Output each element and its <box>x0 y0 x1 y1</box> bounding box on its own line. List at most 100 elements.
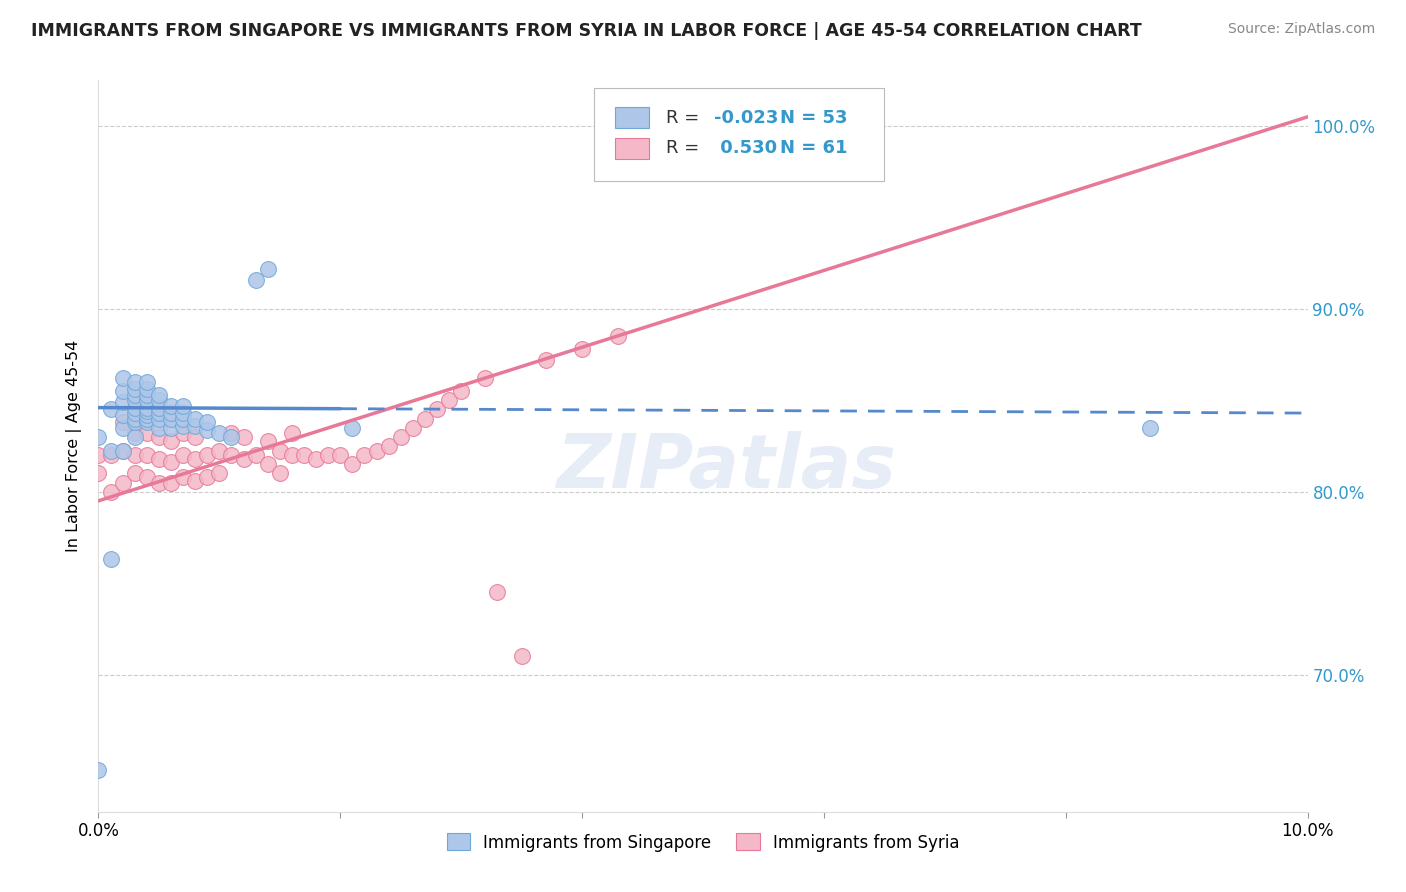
Point <box>256 434 278 448</box>
Point <box>111 384 134 399</box>
Text: -0.023: -0.023 <box>714 109 779 127</box>
Point <box>160 420 183 434</box>
Point <box>160 411 183 425</box>
Point <box>135 393 157 408</box>
Point <box>534 353 557 368</box>
Point <box>413 411 436 425</box>
Text: IMMIGRANTS FROM SINGAPORE VS IMMIGRANTS FROM SYRIA IN LABOR FORCE | AGE 45-54 CO: IMMIGRANTS FROM SINGAPORE VS IMMIGRANTS … <box>31 22 1142 40</box>
Point <box>160 434 183 448</box>
Point <box>184 430 207 444</box>
Point <box>245 448 267 462</box>
Point <box>124 401 146 415</box>
Text: 0.530: 0.530 <box>714 139 778 157</box>
Point <box>124 426 146 441</box>
Point <box>87 430 110 444</box>
Point <box>160 455 183 469</box>
Point <box>269 467 291 481</box>
Point <box>124 408 146 422</box>
Point <box>305 451 328 466</box>
Point <box>124 388 146 402</box>
Point <box>124 411 146 425</box>
Point <box>221 448 243 462</box>
Text: ZIPatlas: ZIPatlas <box>557 432 897 505</box>
Point <box>111 415 134 429</box>
Point <box>124 415 146 429</box>
Point <box>281 426 304 441</box>
Point <box>232 451 254 466</box>
Point <box>135 415 157 429</box>
Point <box>571 342 593 356</box>
Point <box>148 388 170 402</box>
Point <box>377 439 399 453</box>
Text: N = 53: N = 53 <box>780 109 848 127</box>
Point <box>607 329 630 343</box>
Point <box>221 430 243 444</box>
Point <box>100 552 122 566</box>
Point <box>135 408 157 422</box>
Point <box>195 448 218 462</box>
Point <box>111 475 134 490</box>
Point <box>100 484 122 499</box>
Point <box>172 411 194 425</box>
Point <box>111 420 134 434</box>
Point <box>208 444 231 458</box>
Y-axis label: In Labor Force | Age 45-54: In Labor Force | Age 45-54 <box>66 340 83 552</box>
Point <box>111 408 134 422</box>
Point <box>232 430 254 444</box>
Point <box>111 444 134 458</box>
Bar <box>614 107 648 128</box>
Point <box>148 411 170 425</box>
Point <box>111 444 134 458</box>
Point <box>160 406 183 420</box>
Point <box>148 475 170 490</box>
Point <box>124 375 146 389</box>
Point <box>510 649 533 664</box>
Point <box>172 426 194 441</box>
Point <box>208 426 231 441</box>
Point <box>87 467 110 481</box>
Point <box>353 448 375 462</box>
Point <box>148 406 170 420</box>
Point <box>426 402 449 417</box>
Point <box>148 393 170 408</box>
Point <box>1139 420 1161 434</box>
Point <box>172 399 194 413</box>
Point <box>100 402 122 417</box>
Point <box>245 272 267 286</box>
Point <box>184 411 207 425</box>
Point <box>160 475 183 490</box>
Point <box>172 470 194 484</box>
Legend: Immigrants from Singapore, Immigrants from Syria: Immigrants from Singapore, Immigrants fr… <box>440 827 966 858</box>
Point <box>450 384 472 399</box>
Point <box>172 418 194 433</box>
Point <box>135 448 157 462</box>
Point <box>329 448 352 462</box>
Point <box>184 451 207 466</box>
Point <box>256 458 278 472</box>
Point <box>389 430 412 444</box>
Point <box>256 261 278 276</box>
Point <box>221 426 243 441</box>
Point <box>148 451 170 466</box>
Point <box>111 371 134 385</box>
Point <box>87 448 110 462</box>
Point <box>342 458 364 472</box>
Point <box>148 430 170 444</box>
Point <box>437 393 460 408</box>
Point <box>135 404 157 418</box>
Point <box>87 763 110 777</box>
Point <box>124 430 146 444</box>
Point <box>269 444 291 458</box>
Point <box>184 418 207 433</box>
Point <box>195 415 218 429</box>
Text: Source: ZipAtlas.com: Source: ZipAtlas.com <box>1227 22 1375 37</box>
Point <box>366 444 388 458</box>
Point <box>172 448 194 462</box>
Point <box>124 382 146 396</box>
Point <box>124 406 146 420</box>
Point <box>184 474 207 488</box>
Text: N = 61: N = 61 <box>780 139 848 157</box>
Text: R =: R = <box>665 139 704 157</box>
Point <box>135 426 157 441</box>
Point <box>124 393 146 408</box>
